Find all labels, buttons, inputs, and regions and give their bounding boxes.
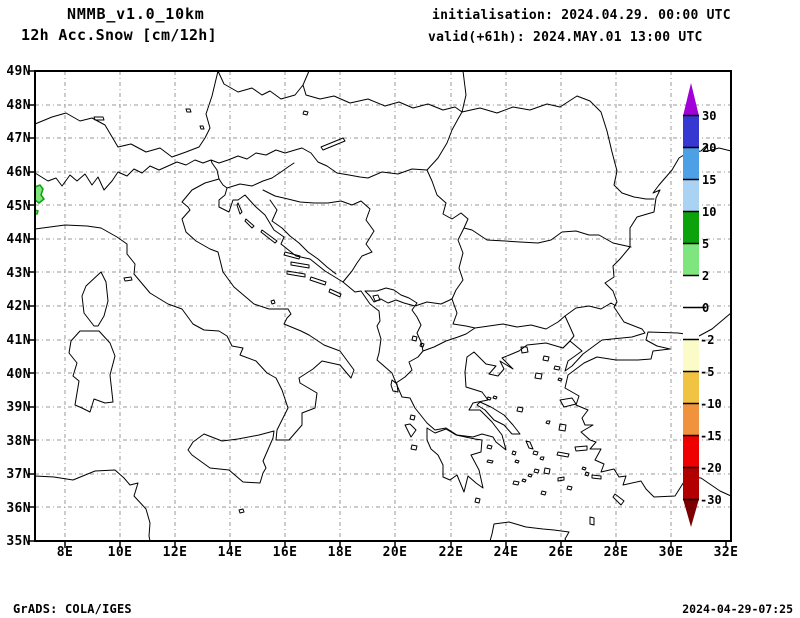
colorbar-segment xyxy=(683,147,699,180)
lat-label: 37N xyxy=(6,467,31,482)
colorbar-label: 30 xyxy=(702,109,716,123)
colorbar-label: 15 xyxy=(702,173,716,187)
lat-label: 41N xyxy=(6,333,31,348)
lat-label: 40N xyxy=(6,367,31,382)
lat-label: 35N xyxy=(6,534,31,549)
colorbar-label: 5 xyxy=(702,237,709,251)
init-time-label: initialisation: 2024.04.29. 00:00 UTC xyxy=(432,8,731,23)
colorbar-level-lines xyxy=(683,114,706,501)
coastline-turkey xyxy=(564,312,732,498)
colorbar-segment xyxy=(683,243,699,276)
colorbar-segment xyxy=(683,307,699,340)
lon-label: 8E xyxy=(57,545,73,560)
colorbar-label: -30 xyxy=(700,493,722,507)
lat-label: 47N xyxy=(6,131,31,146)
colorbar-segment xyxy=(683,275,699,308)
colorbar-label: -10 xyxy=(700,397,722,411)
colorbar-label: 2 xyxy=(702,269,709,283)
colorbar-label: -2 xyxy=(700,333,714,347)
lon-label: 12E xyxy=(163,545,188,560)
islands-outline xyxy=(68,202,625,542)
colorbar-label: -20 xyxy=(700,461,722,475)
lon-label: 30E xyxy=(659,545,684,560)
colorbar-segment xyxy=(683,115,699,148)
lon-label: 24E xyxy=(494,545,519,560)
lat-label: 36N xyxy=(6,501,31,516)
colorbar-segment xyxy=(683,211,699,244)
snow-accumulation-patch xyxy=(34,184,46,215)
colorbar-segment xyxy=(683,435,699,468)
lon-label: 22E xyxy=(439,545,464,560)
lon-label: 20E xyxy=(383,545,408,560)
colorbar-segment xyxy=(683,403,699,436)
lon-label: 18E xyxy=(328,545,353,560)
lon-label: 16E xyxy=(273,545,298,560)
lon-label: 10E xyxy=(108,545,133,560)
lon-label: 32E xyxy=(714,545,739,560)
grads-credit: GrADS: COLA/IGES xyxy=(13,602,132,616)
coastline-africa xyxy=(34,469,151,542)
lat-label: 39N xyxy=(6,400,31,415)
colorbar-label: 0 xyxy=(702,301,709,315)
colorbar-segment xyxy=(683,467,699,500)
lon-label: 26E xyxy=(549,545,574,560)
lakes-outline xyxy=(93,108,425,348)
creation-timestamp: 2024-04-29-07:25 xyxy=(682,602,793,616)
colorbar-over-arrow xyxy=(683,83,699,116)
lat-label: 44N xyxy=(6,232,31,247)
model-title: NMMB_v1.0_10km xyxy=(67,5,205,23)
colorbar-label: 10 xyxy=(702,205,716,219)
country-borders xyxy=(34,70,655,384)
product-title: 12h Acc.Snow [cm/12h] xyxy=(21,26,217,44)
longitude-ticks xyxy=(64,541,727,548)
colorbar-segment xyxy=(683,179,699,212)
lon-label: 28E xyxy=(604,545,629,560)
colorbar-label: 20 xyxy=(702,141,716,155)
colorbar-segment xyxy=(683,339,699,372)
latitude-ticks xyxy=(28,70,35,542)
lat-label: 42N xyxy=(6,299,31,314)
lat-label: 45N xyxy=(6,199,31,214)
colorbar-segment xyxy=(683,371,699,404)
lat-label: 38N xyxy=(6,434,31,449)
colorbar-label: -5 xyxy=(700,365,714,379)
lat-label: 49N xyxy=(6,64,31,79)
latitude-gridlines xyxy=(35,104,731,508)
lat-label: 43N xyxy=(6,266,31,281)
valid-time-label: valid(+61h): 2024.MAY.01 13:00 UTC xyxy=(428,30,703,45)
colorbar-label: -15 xyxy=(700,429,722,443)
colorbar-under-arrow xyxy=(683,499,699,527)
colorbar: 30 20 15 10 5 2 0 -2 -5 -10 -15 -20 -30 xyxy=(683,83,722,527)
lon-label: 14E xyxy=(218,545,243,560)
lat-label: 46N xyxy=(6,165,31,180)
lat-label: 48N xyxy=(6,98,31,113)
coastline-europe xyxy=(34,144,732,451)
